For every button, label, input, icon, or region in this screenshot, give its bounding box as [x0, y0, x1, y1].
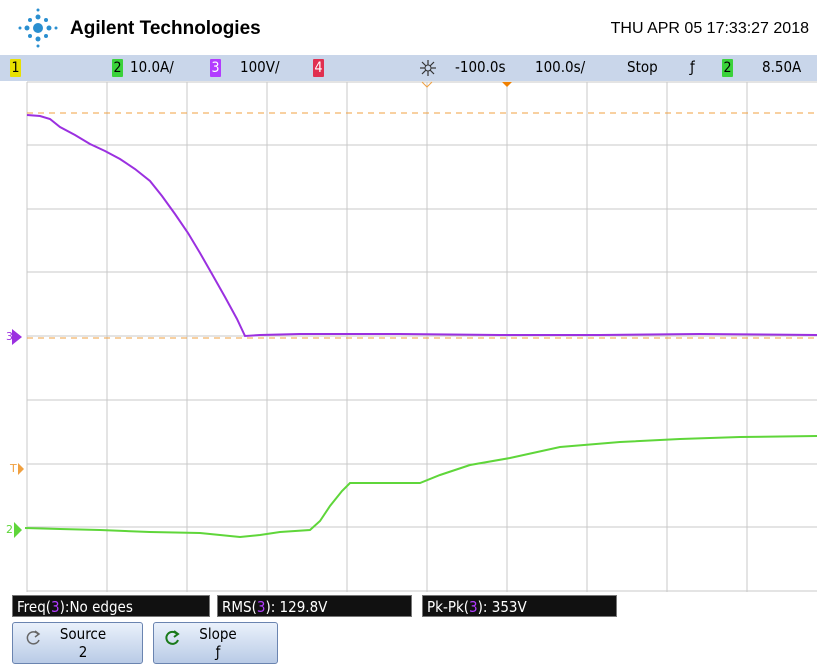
run-state: Stop — [627, 58, 658, 76]
channel-3-scale: 100V/ — [240, 58, 280, 76]
channel-2: 2 — [112, 59, 123, 77]
trigger-level: 8.50A — [762, 58, 802, 76]
measurement: RMS(3): 129.8V — [217, 595, 412, 617]
brand: Agilent Technologies — [70, 18, 261, 39]
trigger-icon — [420, 60, 436, 76]
softkey-label: Source — [59, 625, 107, 643]
measurement: Freq(3):No edges — [12, 595, 210, 617]
knob-icon — [26, 630, 41, 645]
channel-3: 3 — [210, 59, 221, 77]
logo — [18, 8, 58, 48]
trigger-slope: ƒ — [690, 58, 695, 76]
measurement-source: 3 — [51, 598, 60, 616]
slope-softkey[interactable]: Slope ƒ — [153, 622, 278, 664]
channel-1: 1 — [10, 59, 21, 77]
trigger-source: 2 — [722, 59, 733, 77]
waveform-display: 3 T 2 — [0, 81, 817, 593]
measurement-name: RMS( — [222, 598, 257, 616]
channel-2-marker-arrow — [14, 522, 22, 538]
timebase: 100.0s/ — [535, 58, 586, 76]
softkey-value: ƒ — [215, 643, 221, 661]
trigger-position-marker — [421, 81, 433, 88]
trigger-marker: T — [9, 462, 17, 475]
measurement-source: 3 — [469, 598, 478, 616]
header: Agilent Technologies THU APR 05 17:33:27… — [0, 0, 817, 55]
softkey-label: Slope — [199, 625, 237, 643]
channel-3-marker: 3 — [6, 330, 13, 343]
delay: -100.0s — [455, 58, 506, 76]
delay-marker — [502, 82, 512, 87]
knob-icon — [165, 630, 180, 645]
source-softkey[interactable]: Source 2 — [12, 622, 143, 664]
display-background — [0, 81, 817, 593]
measurement-source: 3 — [256, 598, 266, 616]
measurement-value: ):No edges — [59, 598, 133, 616]
channel-3-trace — [26, 114, 817, 338]
channel-2-marker: 2 — [6, 523, 13, 536]
trigger-marker-arrow — [18, 463, 24, 475]
channel-4: 4 — [313, 59, 324, 77]
softkey-value: 2 — [78, 643, 88, 661]
measurement: Pk-Pk(3): 353V — [422, 595, 617, 617]
channel-2-trace — [24, 435, 817, 539]
channel-3-marker-arrow — [12, 329, 22, 345]
measurement-name: Freq( — [17, 598, 52, 616]
datetime: THU APR 05 17:33:27 2018 — [610, 20, 809, 37]
status-bar: 1 2 10.0A/ 3 100V/ 4 -100.0s 100.0s/ Sto… — [0, 55, 817, 81]
channel-2-scale: 10.0A/ — [130, 58, 174, 76]
grid — [26, 81, 817, 592]
measurement-value: ): 353V — [477, 598, 527, 616]
measurement-value: ): 129.8V — [265, 598, 328, 616]
measurement-name: Pk-Pk( — [427, 598, 470, 616]
